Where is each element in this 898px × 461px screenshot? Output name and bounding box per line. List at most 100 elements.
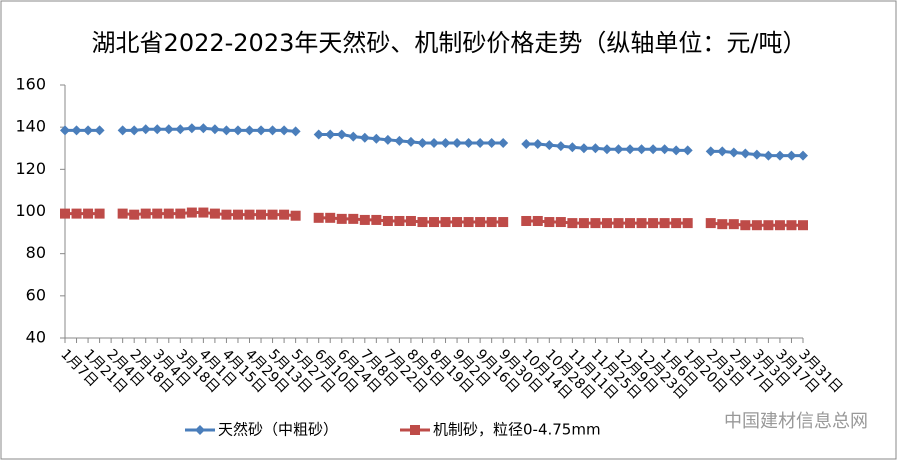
point	[486, 137, 497, 148]
point	[209, 124, 220, 135]
point	[452, 137, 463, 148]
point	[348, 131, 359, 142]
point	[129, 209, 140, 220]
point	[71, 208, 82, 219]
point	[740, 148, 751, 159]
point	[475, 137, 486, 148]
point	[532, 139, 543, 150]
point	[740, 220, 751, 231]
point	[567, 142, 578, 153]
y-tick-label: 100	[15, 201, 46, 220]
point	[371, 214, 382, 225]
point	[636, 218, 647, 229]
point	[186, 123, 197, 134]
point	[452, 217, 463, 228]
point	[290, 126, 301, 137]
point	[774, 220, 785, 231]
point	[498, 217, 509, 228]
point	[163, 208, 174, 219]
point	[405, 136, 416, 147]
point	[521, 139, 532, 150]
point	[348, 213, 359, 224]
y-tick-label: 40	[26, 328, 46, 347]
point	[590, 218, 601, 229]
point	[410, 425, 420, 435]
point	[717, 219, 728, 230]
y-tick-label: 80	[26, 243, 46, 262]
point	[405, 215, 416, 226]
y-tick-label: 120	[15, 159, 46, 178]
point	[717, 146, 728, 157]
point	[671, 145, 682, 156]
point	[763, 220, 774, 231]
chart-title: 湖北省2022-2023年天然砂、机制砂价格走势（纵轴单位：元/吨）	[92, 29, 807, 57]
point	[195, 425, 205, 435]
point	[659, 218, 670, 229]
point	[117, 208, 128, 219]
point	[728, 219, 739, 230]
point	[648, 144, 659, 155]
point	[532, 215, 543, 226]
watermark: 中国建材信息总网	[724, 411, 868, 432]
point	[555, 217, 566, 228]
y-tick-label: 160	[15, 75, 46, 94]
point	[198, 207, 209, 218]
point	[463, 137, 474, 148]
point	[786, 220, 797, 231]
point	[625, 144, 636, 155]
point	[786, 150, 797, 161]
point	[394, 215, 405, 226]
point	[463, 217, 474, 228]
point	[636, 144, 647, 155]
point	[279, 209, 290, 220]
point	[705, 146, 716, 157]
point	[186, 207, 197, 218]
legend-label: 机制砂，粒径0-4.75mm	[433, 421, 601, 439]
point	[221, 125, 232, 136]
point	[475, 217, 486, 228]
point	[60, 208, 70, 219]
point	[256, 209, 267, 220]
point	[705, 218, 716, 229]
point	[325, 129, 336, 140]
point	[440, 217, 451, 228]
point	[682, 145, 693, 156]
point	[601, 218, 612, 229]
point	[209, 208, 220, 219]
point	[671, 218, 682, 229]
point	[440, 137, 451, 148]
point	[175, 208, 186, 219]
point	[417, 137, 428, 148]
point	[152, 208, 163, 219]
point	[232, 125, 243, 136]
point	[279, 125, 290, 136]
point	[567, 218, 578, 229]
point	[648, 218, 659, 229]
point	[521, 215, 532, 226]
point	[290, 210, 301, 221]
point	[798, 220, 808, 231]
point	[578, 218, 589, 229]
point	[163, 124, 174, 135]
point	[498, 137, 509, 148]
point	[382, 134, 393, 145]
point	[625, 218, 636, 229]
point	[152, 124, 163, 135]
point	[140, 208, 151, 219]
point	[244, 209, 255, 220]
point	[336, 129, 347, 140]
point	[94, 208, 105, 219]
point	[371, 133, 382, 144]
point	[429, 137, 439, 148]
point	[382, 215, 393, 226]
point	[336, 213, 347, 224]
point	[117, 125, 128, 136]
point	[359, 132, 370, 143]
y-tick-label: 140	[15, 117, 46, 136]
point	[751, 220, 762, 231]
point	[359, 214, 370, 225]
legend-label: 天然砂（中粗砂）	[218, 421, 338, 439]
point	[71, 125, 82, 136]
point	[751, 149, 762, 160]
